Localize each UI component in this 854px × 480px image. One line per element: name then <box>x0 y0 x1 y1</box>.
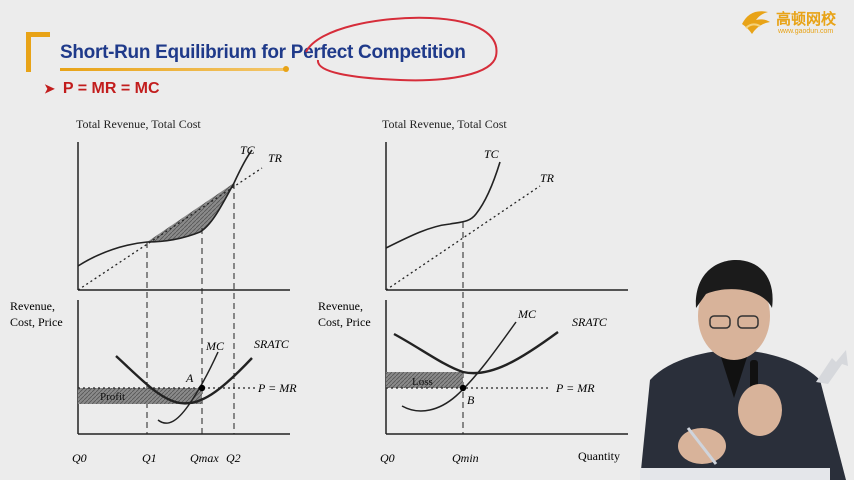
left-price-label: P = MR <box>257 381 297 395</box>
right-mc-curve <box>401 321 517 412</box>
left-profit-area <box>78 388 202 404</box>
right-price-label: P = MR <box>555 381 595 395</box>
left-chart: Total Revenue, Total Cost TC TR Revenue,… <box>10 117 297 465</box>
logo-mark-icon <box>742 11 770 34</box>
right-chart: Total Revenue, Total Cost TC TR Revenue,… <box>318 117 628 465</box>
slide-title: Short-Run Equilibrium for Perfect Compet… <box>60 42 466 63</box>
title-bracket-decoration <box>26 32 50 72</box>
brand-logo: 高顿网校 www.gaodun.com <box>738 4 850 40</box>
title-underline-dot <box>283 66 289 72</box>
left-tc-label: TC <box>240 143 256 157</box>
right-sratc-label: SRATC <box>572 315 608 329</box>
left-tr-label: TR <box>268 151 283 165</box>
right-tc-curve <box>385 161 501 249</box>
left-mc-curve <box>157 351 219 424</box>
left-sratc-label: SRATC <box>254 337 290 351</box>
left-point-a-label: A <box>185 371 194 385</box>
red-circle-annotation <box>305 16 498 82</box>
left-sratc-curve <box>115 355 253 405</box>
presenter-face <box>698 272 770 360</box>
right-tr-line <box>385 185 541 291</box>
right-tc-label: TC <box>484 147 500 161</box>
presenter-pen <box>686 427 718 465</box>
right-point-b <box>459 384 467 392</box>
left-tr-line <box>77 167 263 291</box>
left-tick-q0: Q0 <box>72 451 87 465</box>
title-underline <box>60 68 286 71</box>
bullet-point: ➤ P = MR = MC <box>44 80 160 98</box>
logo-name: 高顿网校 <box>776 11 837 28</box>
right-sratc-curve <box>393 331 559 375</box>
left-tick-qmax: Qmax <box>190 451 219 465</box>
left-point-a <box>198 384 206 392</box>
left-tc-curve <box>77 149 253 267</box>
presenter-glasses-left <box>709 315 731 329</box>
right-mc-label: MC <box>517 307 537 321</box>
right-tick-qmin: Qmin <box>452 451 479 465</box>
right-bottom-axis-label-2: Cost, Price <box>318 315 371 329</box>
left-bottom-axis-label-1: Revenue, <box>10 299 55 313</box>
left-tick-q1: Q1 <box>142 451 157 465</box>
presenter-hair <box>695 260 773 308</box>
right-tr-label: TR <box>540 171 555 185</box>
bullet-arrow-icon: ➤ <box>44 81 55 96</box>
presenter-shirt <box>720 354 748 398</box>
right-x-axis-label: Quantity <box>578 449 620 463</box>
presenter-video <box>640 260 846 480</box>
presenter-desk <box>640 468 830 480</box>
right-point-b-label: B <box>467 393 475 407</box>
right-top-axis-label: Total Revenue, Total Cost <box>382 117 507 131</box>
right-bottom-axis-label-1: Revenue, <box>318 299 363 313</box>
bullet-text: P = MR = MC <box>62 80 160 97</box>
left-profit-label: Profit <box>100 391 125 403</box>
left-tick-q2: Q2 <box>226 451 241 465</box>
left-top-axis-label: Total Revenue, Total Cost <box>76 117 201 131</box>
background-arrow-decoration <box>816 350 848 384</box>
left-top-hatched-area <box>147 183 234 242</box>
presenter-glasses-right <box>737 315 759 329</box>
right-tick-q0: Q0 <box>380 451 395 465</box>
right-loss-label: Loss <box>412 376 433 388</box>
presenter-hand <box>738 384 782 436</box>
logo-url: www.gaodun.com <box>778 28 834 35</box>
right-loss-area <box>386 372 463 388</box>
left-mc-label: MC <box>205 339 225 353</box>
left-bottom-axis-label-2: Cost, Price <box>10 315 63 329</box>
